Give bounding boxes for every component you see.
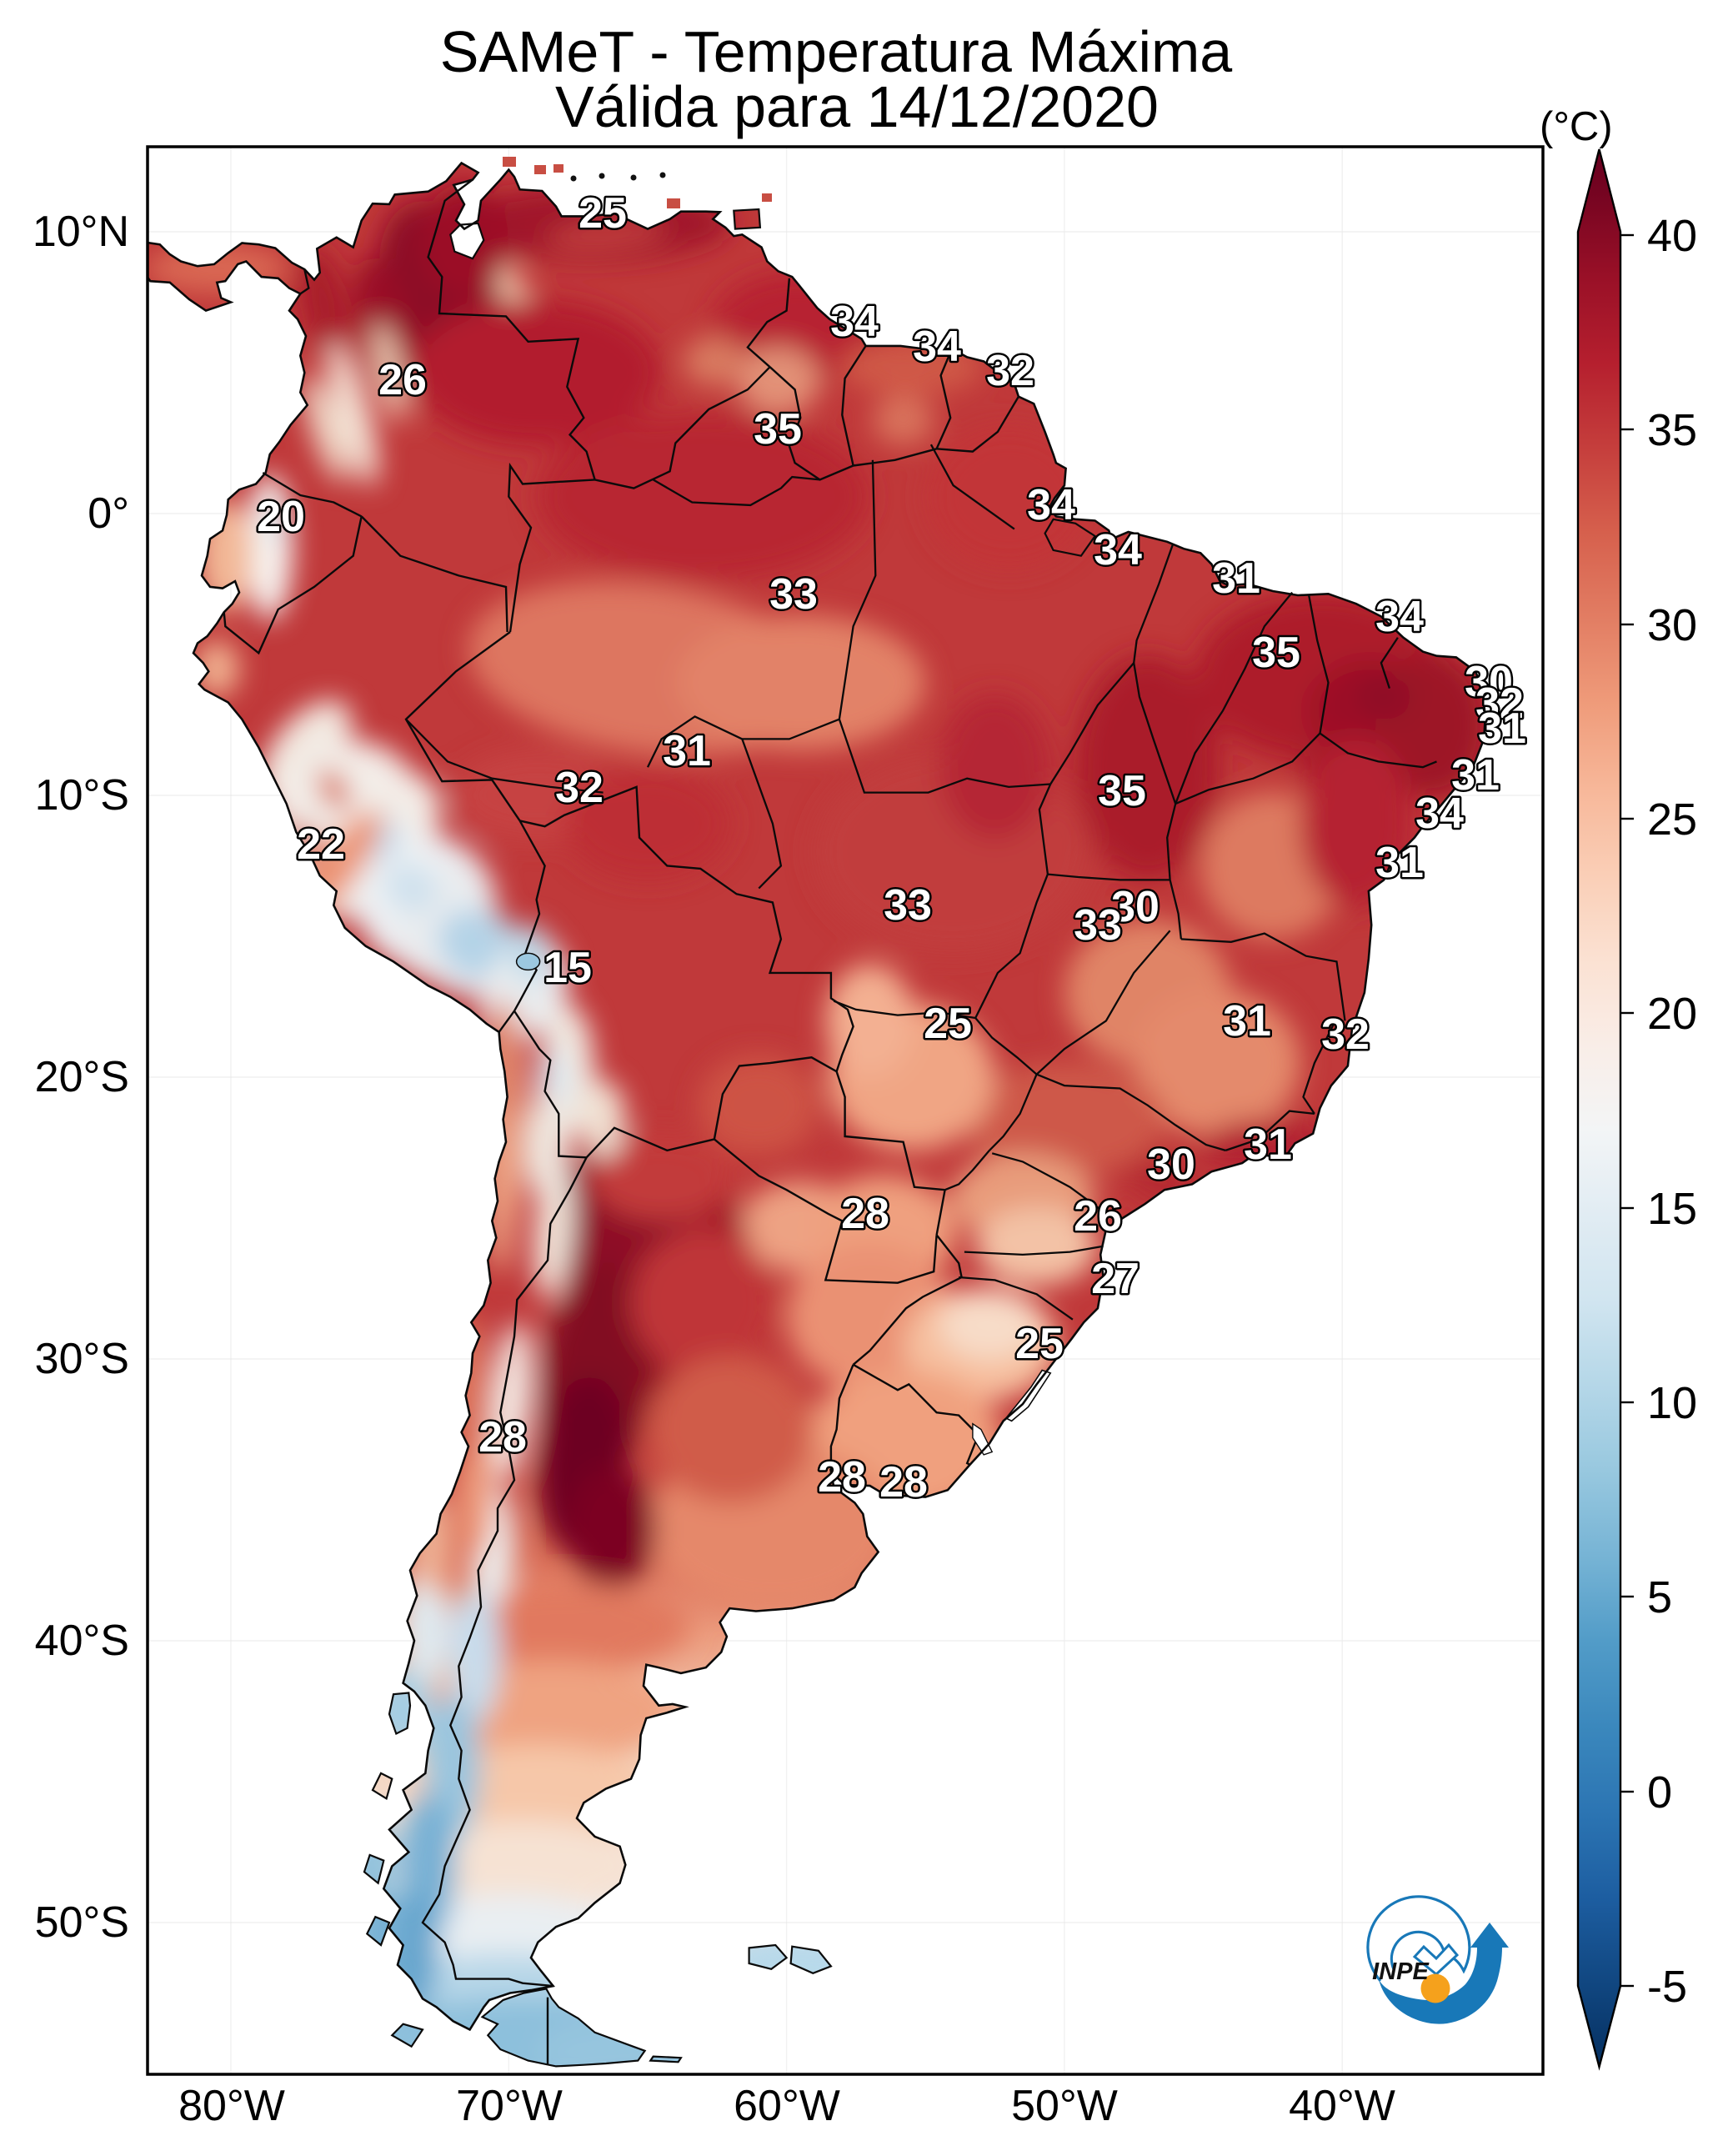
svg-text:28: 28 — [841, 1190, 889, 1238]
svg-text:25: 25 — [579, 189, 627, 238]
svg-text:INPE: INPE — [1372, 1958, 1430, 1985]
svg-text:30: 30 — [1647, 600, 1697, 650]
svg-text:26: 26 — [378, 356, 427, 404]
svg-text:31: 31 — [1451, 751, 1500, 800]
svg-text:34: 34 — [1375, 593, 1424, 641]
svg-text:34: 34 — [913, 323, 961, 371]
svg-text:10: 10 — [1647, 1378, 1697, 1428]
svg-text:20°S: 20°S — [35, 1053, 129, 1101]
svg-text:28: 28 — [818, 1453, 866, 1502]
svg-text:35: 35 — [754, 405, 802, 454]
svg-text:40°S: 40°S — [35, 1617, 129, 1665]
svg-text:25: 25 — [924, 1000, 972, 1048]
svg-text:31: 31 — [1223, 997, 1271, 1045]
svg-text:20: 20 — [1647, 989, 1697, 1039]
svg-text:22: 22 — [297, 820, 345, 869]
svg-text:40: 40 — [1647, 211, 1697, 261]
svg-text:40°W: 40°W — [1289, 2082, 1395, 2130]
svg-text:SAMeT - Temperatura Máxima: SAMeT - Temperatura Máxima — [440, 19, 1233, 84]
svg-text:28: 28 — [879, 1458, 928, 1507]
svg-text:35: 35 — [1252, 629, 1300, 677]
svg-text:10°S: 10°S — [35, 771, 129, 820]
svg-text:20: 20 — [257, 493, 305, 541]
svg-text:31: 31 — [1478, 704, 1526, 753]
svg-text:35: 35 — [1647, 405, 1697, 455]
svg-text:31: 31 — [1375, 839, 1424, 887]
svg-text:31: 31 — [1244, 1121, 1292, 1169]
svg-text:32: 32 — [1475, 679, 1524, 728]
svg-text:32: 32 — [555, 764, 604, 812]
svg-text:15: 15 — [1647, 1184, 1697, 1234]
svg-text:34: 34 — [1415, 790, 1464, 838]
svg-text:34: 34 — [1027, 481, 1075, 529]
svg-text:30°S: 30°S — [35, 1335, 129, 1383]
svg-text:30: 30 — [1465, 658, 1513, 706]
svg-text:30: 30 — [1147, 1141, 1195, 1189]
svg-text:33: 33 — [1074, 901, 1122, 950]
svg-text:26: 26 — [1074, 1192, 1122, 1241]
svg-text:34: 34 — [1094, 526, 1142, 574]
svg-text:80°W: 80°W — [178, 2082, 285, 2130]
svg-text:15: 15 — [543, 944, 592, 992]
svg-text:0: 0 — [1647, 1767, 1672, 1818]
svg-text:33: 33 — [769, 570, 818, 619]
svg-text:50°W: 50°W — [1011, 2082, 1118, 2130]
svg-text:Válida para 14/12/2020: Válida para 14/12/2020 — [555, 74, 1159, 139]
svg-text:50°S: 50°S — [35, 1898, 129, 1947]
svg-text:-5: -5 — [1647, 1962, 1687, 2012]
svg-text:0°: 0° — [88, 489, 129, 538]
svg-text:32: 32 — [1321, 1010, 1370, 1059]
svg-text:60°W: 60°W — [734, 2082, 840, 2130]
svg-text:33: 33 — [884, 881, 932, 930]
svg-text:28: 28 — [478, 1413, 527, 1462]
svg-text:25: 25 — [1015, 1320, 1064, 1368]
svg-text:32: 32 — [986, 347, 1034, 395]
svg-text:25: 25 — [1647, 795, 1697, 845]
svg-text:70°W: 70°W — [456, 2082, 563, 2130]
svg-text:35: 35 — [1098, 767, 1146, 815]
svg-text:27: 27 — [1091, 1255, 1139, 1303]
svg-text:5: 5 — [1647, 1572, 1672, 1622]
svg-text:31: 31 — [663, 727, 711, 775]
svg-text:34: 34 — [830, 298, 879, 346]
svg-text:30: 30 — [1111, 883, 1160, 931]
svg-text:31: 31 — [1212, 554, 1260, 603]
svg-text:10°N: 10°N — [33, 208, 129, 256]
svg-text:(°C): (°C) — [1540, 104, 1613, 149]
